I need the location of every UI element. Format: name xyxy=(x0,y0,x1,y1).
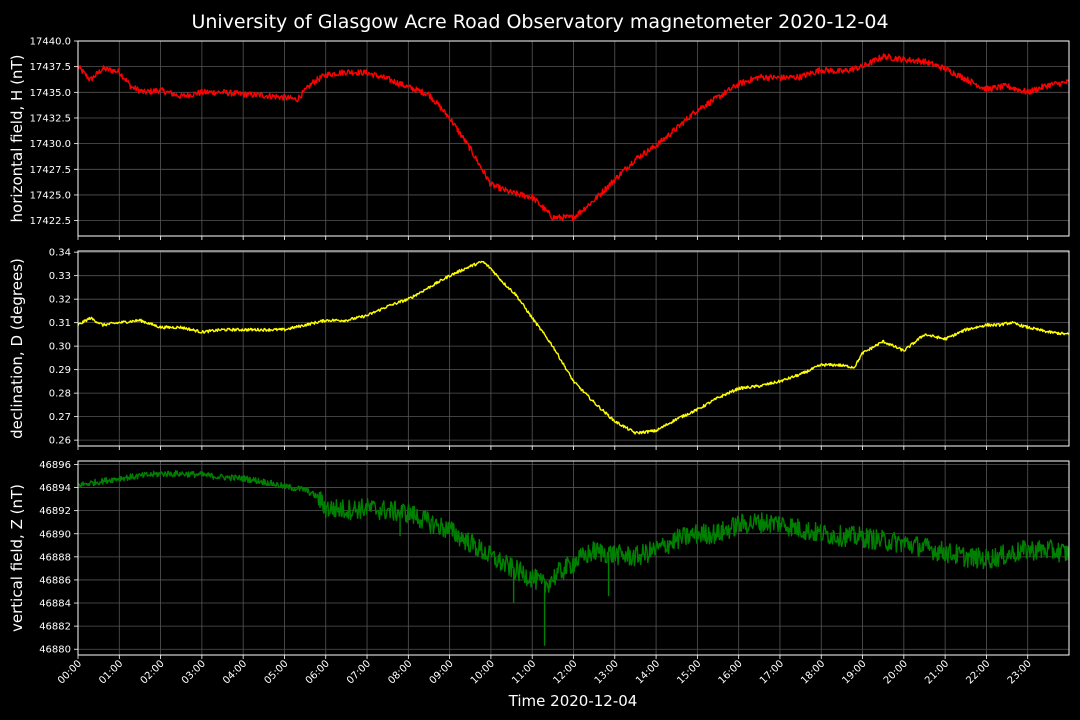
series-line xyxy=(78,470,1069,593)
y-axis-label: horizontal field, H (nT) xyxy=(8,55,26,223)
y-tick-label: 0.28 xyxy=(49,389,71,400)
panel-1: 17440.0 17437.5 17435.0 17432.5 17430.0 17427… xyxy=(8,37,1070,240)
y-tick-label: 46884 xyxy=(39,599,71,610)
y-tick-label: 17425.0 xyxy=(30,190,71,201)
y-tick-label: 17427.5 xyxy=(30,165,71,176)
y-tick-label: 46880 xyxy=(39,645,71,656)
axes-frame xyxy=(77,460,1070,656)
y-tick-label: 0.33 xyxy=(49,271,71,282)
x-axis-label: Time 2020-12-04 xyxy=(508,692,638,710)
y-tick-label: 17435.0 xyxy=(30,88,71,99)
axes-frame xyxy=(77,40,1070,237)
series-line xyxy=(78,260,1069,435)
chart-title: University of Glasgow Acre Road Observat… xyxy=(191,11,888,33)
y-axis-label: declination, D (degrees) xyxy=(8,258,26,439)
y-tick-label: 46890 xyxy=(39,529,71,540)
y-tick-label: 0.27 xyxy=(49,412,71,423)
y-tick-label: 17432.5 xyxy=(30,113,71,124)
y-axis-label: vertical field, Z (nT) xyxy=(8,484,26,632)
y-tick-label: 17440.0 xyxy=(30,37,71,48)
panel-2: 0.34 0.33 0.32 0.31 0.30 0.29 0.28 0.27 0.26 decl… xyxy=(8,248,1070,450)
y-tick-label: 46888 xyxy=(39,552,71,563)
y-tick-label: 0.31 xyxy=(49,318,71,329)
y-tick-label: 0.29 xyxy=(49,365,71,376)
y-tick-label: 0.26 xyxy=(49,436,71,447)
y-tick-label: 17437.5 xyxy=(30,62,71,73)
y-tick-label: 0.32 xyxy=(49,295,71,306)
y-tick-label: 17430.0 xyxy=(30,139,71,150)
y-tick-label: 17422.5 xyxy=(30,216,71,227)
y-tick-label: 46882 xyxy=(39,622,71,633)
y-tick-label: 0.34 xyxy=(49,248,71,259)
y-tick-label: 46886 xyxy=(39,575,71,586)
axes-frame xyxy=(77,250,1070,447)
series-line xyxy=(78,53,1069,222)
y-tick-label: 0.30 xyxy=(49,342,71,353)
y-tick-label: 46894 xyxy=(39,483,71,494)
y-tick-label: 46896 xyxy=(39,460,71,471)
y-tick-label: 46892 xyxy=(39,506,71,517)
